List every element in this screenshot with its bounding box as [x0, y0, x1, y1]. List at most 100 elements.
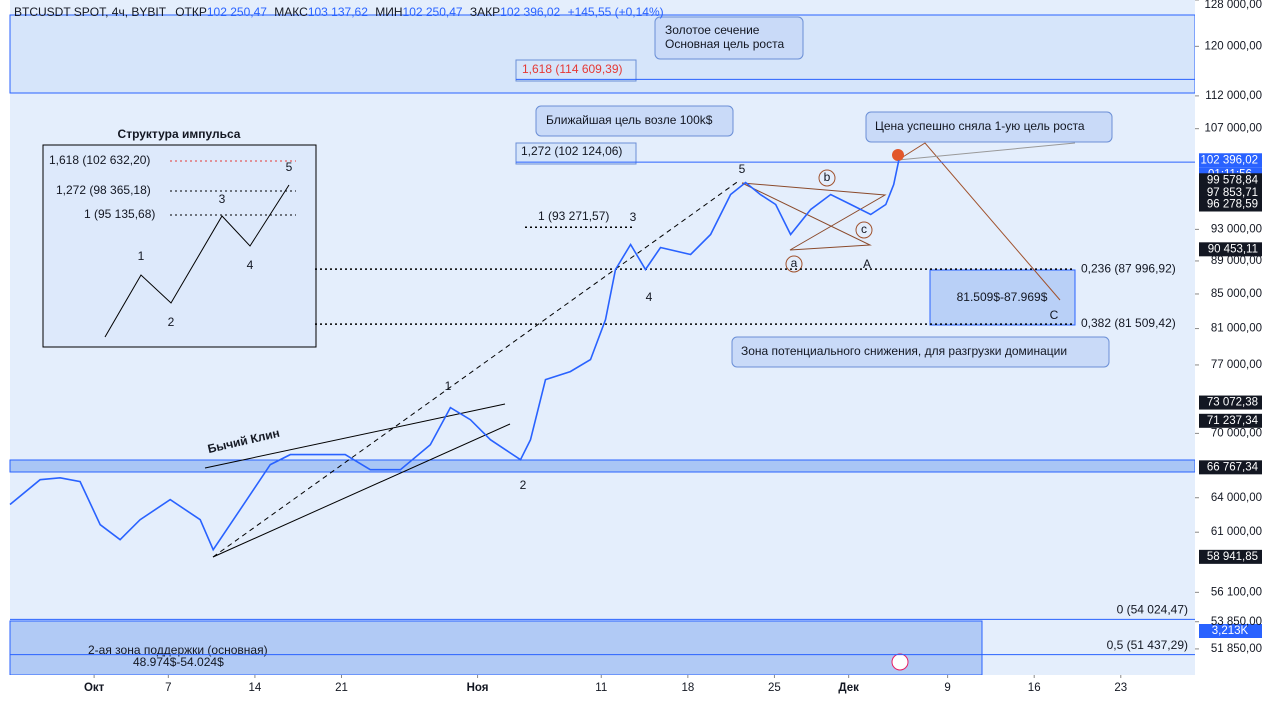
inset-box — [42, 144, 317, 348]
y-tick-label: 93 000,00 — [1211, 223, 1262, 235]
y-tick-label: 107 000,00 — [1204, 123, 1262, 135]
y-tick-label: 77 000,00 — [1211, 359, 1262, 371]
x-tick-label: 21 — [335, 682, 348, 694]
y-tick-label: 85 000,00 — [1211, 288, 1262, 300]
level-label: 1 (93 271,57) — [538, 209, 609, 223]
event-icon — [891, 653, 909, 671]
price-tag-label: 71 237,34 — [1207, 415, 1259, 427]
zone-range: 81.509$-87.969$ — [957, 290, 1048, 304]
inset-wave: 1 — [138, 249, 145, 263]
callout-box — [865, 111, 1113, 143]
inset-wave: 4 — [247, 258, 254, 272]
ohlc-value: 103 137,62 — [308, 5, 368, 19]
axes: 128 000,00 120 000,00 112 000,00 107 000,00… — [84, 0, 1262, 694]
price-tag-label: 99 578,84 — [1207, 174, 1259, 186]
inset-level-label: 1,618 (102 632,20) — [49, 153, 150, 167]
x-tick-label: Окт — [84, 682, 105, 694]
price-tag — [1199, 413, 1262, 428]
callout-text: Ближайшая цель возле 100k$ — [546, 113, 713, 127]
level-label: 0,5 (51 437,29) — [1107, 638, 1188, 652]
ohlc-label: МАКС — [274, 5, 308, 19]
x-tick-label: 23 — [1114, 682, 1127, 694]
price-tag — [1199, 395, 1262, 410]
level-label: 0 (54 024,47) — [1117, 603, 1188, 617]
callouts: Золотое сечение Основная цель роста Ближ… — [88, 16, 1113, 669]
ohlc-value: 102 396,02 — [500, 5, 560, 19]
price-tag — [1199, 460, 1262, 475]
callout-box — [654, 16, 804, 60]
wave-circle — [855, 221, 873, 239]
y-tick-label: 128 000,00 — [1204, 0, 1262, 11]
x-tick-label: Дек — [838, 682, 859, 694]
price-tag — [1199, 197, 1262, 212]
wave-label: c — [861, 222, 867, 236]
price-tag — [1199, 549, 1262, 564]
wave-label: 3 — [630, 210, 637, 224]
support-label: 2-ая зона поддержки (основная) — [88, 643, 268, 657]
price-line — [9, 160, 900, 552]
wave-label: 4 — [646, 290, 653, 304]
x-tick-label: 25 — [768, 682, 781, 694]
wedge-line — [204, 403, 506, 469]
x-tick-label: 7 — [165, 682, 171, 694]
inset-title: Структура импульса — [118, 127, 241, 141]
waves: 1 2 3 4 5 a b c A C — [445, 162, 1059, 492]
wave-label: 2 — [520, 478, 527, 492]
inset-wave: 2 — [168, 315, 175, 329]
inset-wave: 3 — [219, 192, 226, 206]
projection — [897, 142, 1061, 301]
inset-level-label: 1 (95 135,68) — [84, 207, 155, 221]
level-box — [515, 142, 637, 165]
triangle — [741, 182, 887, 251]
ohlc-label: ЗАКР — [470, 5, 500, 19]
level-label: 1,272 (102 124,06) — [521, 144, 622, 158]
y-tick-label: 70 000,00 — [1211, 427, 1262, 439]
callout-box — [731, 336, 1110, 368]
price-tag — [1199, 242, 1262, 257]
symbol: BTCUSDT SPOT, 4ч, BYBIT — [14, 5, 167, 19]
header: BTCUSDT SPOT, 4ч, BYBIT ОТКР102 250,47 М… — [14, 5, 664, 19]
level-label: 0,236 (87 996,92) — [1081, 261, 1176, 275]
ohlc-value: 102 250,47 — [207, 5, 267, 19]
support-band — [9, 459, 1196, 473]
wave-label: a — [791, 256, 798, 270]
price-axis — [1195, 0, 1280, 705]
level-label: 1,618 (114 609,39) — [522, 62, 623, 76]
support-zone — [9, 620, 983, 676]
y-tick-label: 81 000,00 — [1211, 323, 1262, 335]
callout-box — [535, 105, 734, 137]
wave-label: C — [1050, 308, 1059, 322]
pointer — [897, 142, 1076, 161]
inset: Структура импульса 1,618 (102 632,20) 1,… — [42, 127, 317, 348]
callout-text: Цена успешно сняла 1-ую цель роста — [875, 119, 1085, 133]
volume-tag — [1199, 624, 1262, 638]
decline-zone — [929, 269, 1076, 326]
y-tick-label: 56 100,00 — [1211, 586, 1262, 598]
y-tick-label: 112 000,00 — [1205, 90, 1262, 102]
x-tick-label: Ноя — [467, 682, 489, 694]
support-range: 48.974$-54.024$ — [133, 655, 224, 669]
price-marker — [892, 149, 904, 161]
price-tag-label: 90 453,11 — [1208, 243, 1258, 255]
callout-text: Основная цель роста — [665, 37, 784, 51]
x-tick-label: 11 — [595, 682, 607, 694]
y-tick-label: 53 850,00 — [1211, 616, 1262, 628]
time-axis — [0, 675, 1195, 705]
wave-label: 5 — [739, 162, 746, 176]
price-tag — [1199, 153, 1262, 168]
drawings — [204, 142, 1076, 671]
inset-wave: 5 — [286, 160, 293, 174]
price-tag-label: 66 767,34 — [1207, 461, 1259, 473]
wave-label: b — [824, 170, 831, 184]
volume-label: 3,213K — [1212, 625, 1249, 637]
y-tick-label: 61 000,00 — [1211, 526, 1262, 538]
wave-circle — [785, 255, 803, 273]
y-tick-label: 89 000,00 — [1211, 255, 1262, 267]
price-tag-label: 102 396,02 — [1200, 154, 1258, 166]
y-tick-label: 64 000,00 — [1211, 492, 1262, 504]
inset-zigzag — [104, 184, 290, 338]
wave-circle — [818, 169, 836, 187]
ohlc-label: МИН — [375, 5, 402, 19]
wave-label: A — [863, 257, 871, 271]
